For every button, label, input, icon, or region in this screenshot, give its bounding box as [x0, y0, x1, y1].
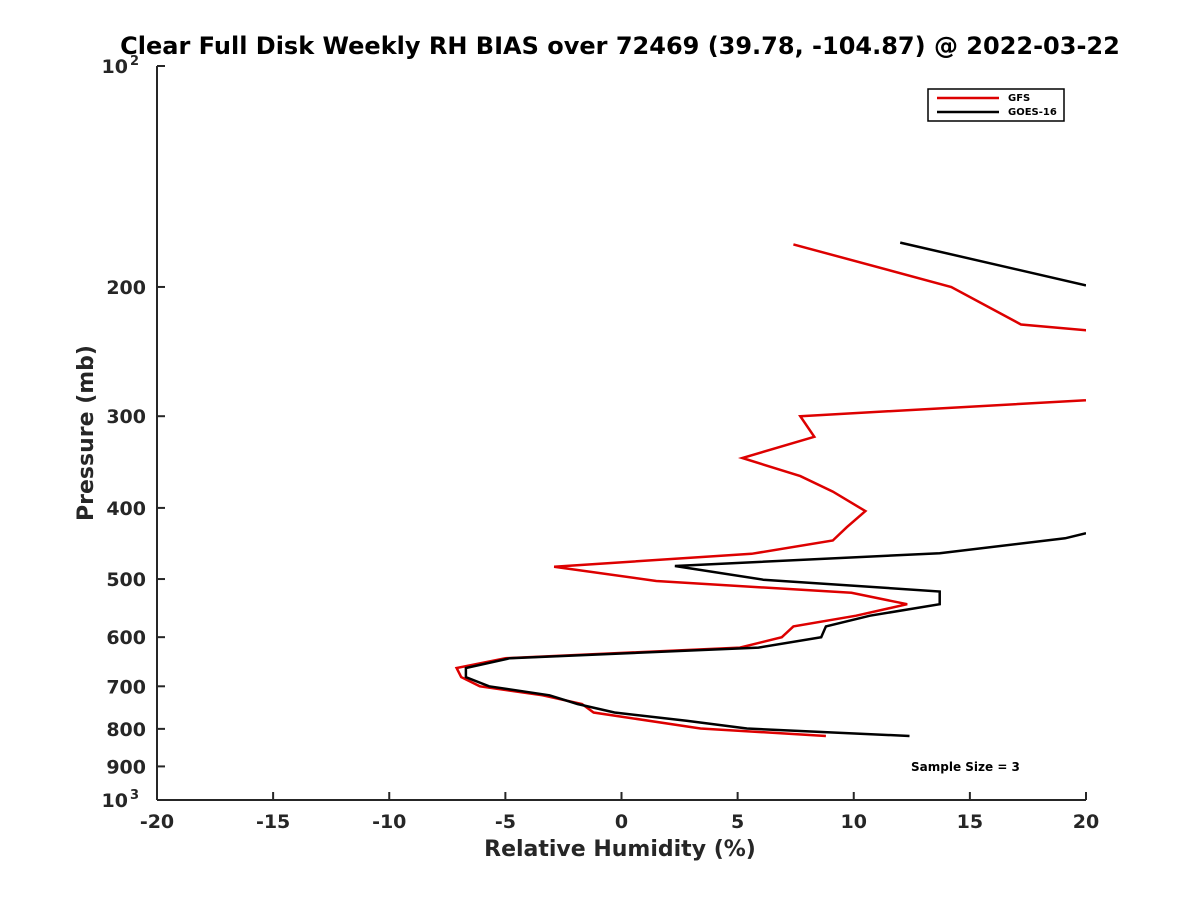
x-tick-label: 5 — [731, 811, 744, 833]
y-tick-label: 10 — [102, 790, 128, 812]
y-tick-label: 10 — [102, 56, 128, 78]
series-line-gfs — [793, 243, 1086, 332]
y-tick-label: 300 — [106, 406, 146, 428]
series-line-goes16 — [899, 241, 1086, 287]
legend-box — [927, 88, 1065, 122]
y-tick-label: 700 — [106, 676, 146, 698]
x-axis-ticks: -20 -15 -10 -5 0 5 10 15 20 — [140, 792, 1099, 833]
y-axis-label: Pressure (mb) — [74, 345, 99, 521]
y-tick-label: 600 — [106, 627, 146, 649]
x-tick-label: 20 — [1073, 811, 1099, 833]
x-tick-label: -10 — [372, 811, 406, 833]
x-tick-label: 15 — [957, 811, 983, 833]
legend-label-goes16: GOES-16 — [1008, 107, 1057, 118]
y-tick-label: 400 — [106, 498, 146, 520]
x-tick-label: 10 — [841, 811, 867, 833]
x-axis-label: Relative Humidity (%) — [484, 837, 756, 862]
series-line-gfs — [454, 398, 1086, 738]
legend-label-gfs: GFS — [1008, 93, 1030, 104]
x-tick-label: -15 — [256, 811, 290, 833]
y-tick-label: 900 — [106, 756, 146, 778]
y-tick-label: 500 — [106, 569, 146, 591]
y-tick-exponent: 2 — [130, 54, 139, 69]
legend: GFS GOES-16 — [927, 88, 1065, 122]
x-tick-label: -20 — [140, 811, 174, 833]
x-tick-label: -5 — [495, 811, 516, 833]
y-tick-label: 200 — [106, 277, 146, 299]
series-layer — [454, 241, 1086, 738]
chart-title: Clear Full Disk Weekly RH BIAS over 7246… — [120, 32, 1120, 60]
series-line-goes16 — [464, 531, 1086, 738]
sample-size-annotation: Sample Size = 3 — [911, 760, 1020, 774]
x-tick-label: 0 — [615, 811, 628, 833]
y-tick-exponent: 3 — [130, 788, 139, 803]
y-tick-label: 800 — [106, 719, 146, 741]
